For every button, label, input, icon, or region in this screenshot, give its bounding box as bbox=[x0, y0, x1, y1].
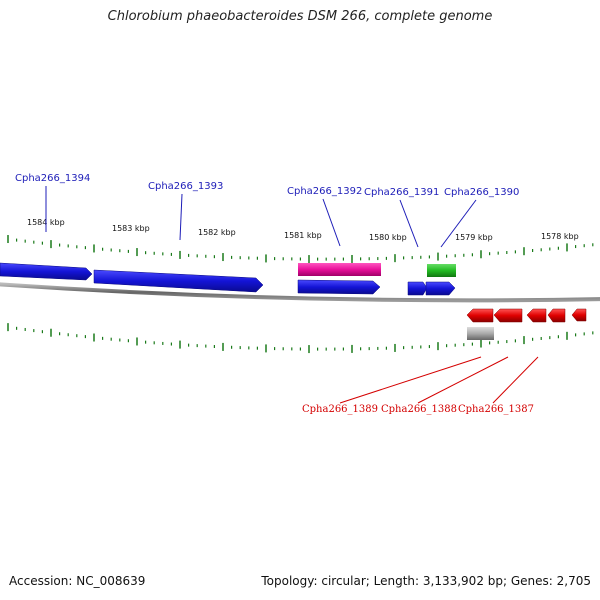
gene-box-grey[interactable] bbox=[467, 327, 494, 340]
scale-label: 1580 kbp bbox=[369, 233, 407, 242]
gene-arrow-cpha266-1389[interactable] bbox=[466, 308, 494, 323]
leader-line bbox=[440, 199, 477, 248]
gene-arrow-cpha266-1390[interactable] bbox=[425, 281, 456, 296]
leader-line bbox=[339, 356, 482, 404]
scale-label: 1579 kbp bbox=[455, 233, 493, 242]
map-title: Chlorobium phaeobacteroides DSM 266, com… bbox=[107, 9, 493, 24]
gene-label-cpha266-1391[interactable]: Cpha266_1391 bbox=[364, 187, 439, 198]
genome-summary-text: Topology: circular; Length: 3,133,902 bp… bbox=[261, 574, 591, 588]
scale-ticks-bottom bbox=[7, 323, 594, 354]
leader-line bbox=[417, 356, 509, 404]
forward-strand-genes bbox=[0, 262, 456, 296]
gene-label-cpha266-1390[interactable]: Cpha266_1390 bbox=[444, 187, 519, 198]
gene-arrow-cpha266-1388[interactable] bbox=[493, 308, 523, 323]
gene-label-cpha266-1389[interactable]: Cpha266_1389 bbox=[302, 404, 378, 415]
scale-label: 1582 kbp bbox=[198, 228, 236, 237]
gene-arrow-reverse[interactable] bbox=[547, 308, 566, 323]
gene-arrow-reverse[interactable] bbox=[571, 308, 587, 322]
gene-arrow-cpha266-1393[interactable] bbox=[93, 269, 264, 293]
scale-label: 1583 kbp bbox=[112, 224, 150, 233]
scale-label: 1581 kbp bbox=[284, 231, 322, 240]
scale-ticks-top bbox=[7, 235, 594, 264]
scale-labels: 1584 kbp 1583 kbp 1582 kbp 1581 kbp 1580… bbox=[27, 218, 579, 242]
gene-label-cpha266-1387[interactable]: Cpha266_1387 bbox=[458, 404, 534, 415]
gene-arrow-cpha266-1387[interactable] bbox=[526, 308, 547, 323]
gene-label-cpha266-1394[interactable]: Cpha266_1394 bbox=[15, 173, 90, 184]
genome-backbone bbox=[0, 282, 600, 303]
gene-arrow-cpha266-1394[interactable] bbox=[0, 262, 93, 281]
scale-label: 1578 kbp bbox=[541, 232, 579, 241]
accession-text: Accession: NC_008639 bbox=[9, 574, 146, 588]
gene-box-green[interactable] bbox=[427, 264, 456, 277]
forward-gene-labels: Cpha266_1394 Cpha266_1393 Cpha266_1392 C… bbox=[15, 173, 519, 248]
leader-line bbox=[492, 356, 539, 404]
leader-line bbox=[179, 193, 183, 241]
leader-line bbox=[322, 198, 341, 247]
gene-label-cpha266-1388[interactable]: Cpha266_1388 bbox=[381, 404, 457, 415]
gene-label-cpha266-1392[interactable]: Cpha266_1392 bbox=[287, 186, 362, 197]
gene-arrow-cpha266-1391[interactable] bbox=[407, 281, 428, 296]
reverse-gene-labels: Cpha266_1389 Cpha266_1388 Cpha266_1387 bbox=[302, 356, 539, 415]
gene-arrow-cpha266-1392[interactable] bbox=[298, 263, 381, 276]
leader-line bbox=[399, 199, 419, 248]
gene-arrow-cpha266-1392-strand[interactable] bbox=[297, 279, 381, 295]
gene-label-cpha266-1393[interactable]: Cpha266_1393 bbox=[148, 181, 223, 192]
reverse-strand-genes bbox=[466, 308, 587, 340]
